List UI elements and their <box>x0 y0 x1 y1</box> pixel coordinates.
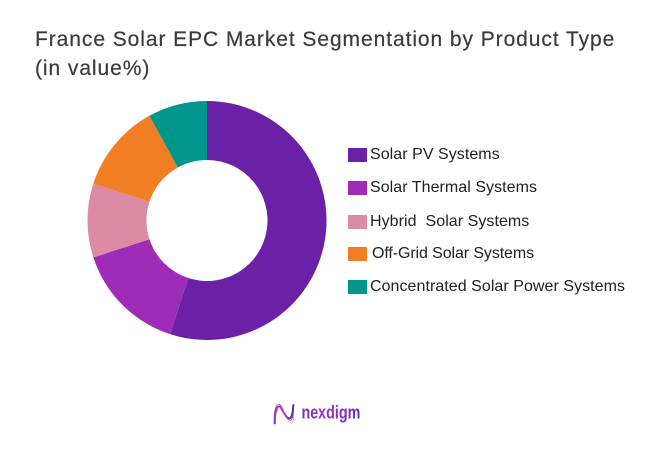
svg-text:nexdigm: nexdigm <box>302 402 361 423</box>
